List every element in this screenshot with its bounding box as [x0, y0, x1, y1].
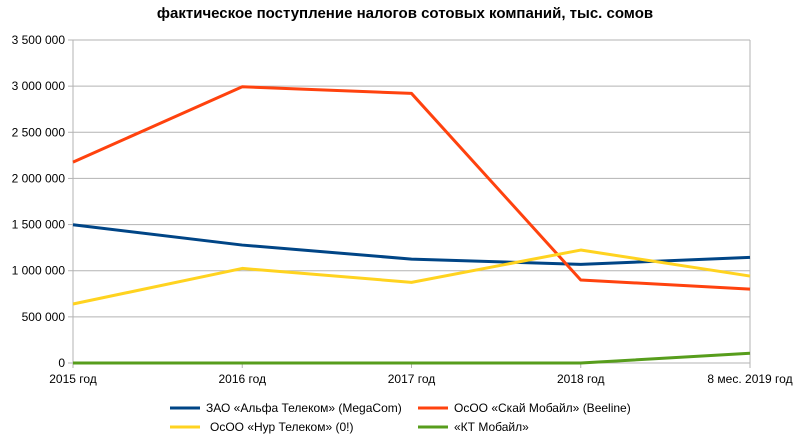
y-tick-label: 0	[58, 356, 65, 370]
x-tick-label: 2018 год	[557, 372, 605, 386]
chart-title: фактическое поступление налогов сотовых …	[157, 5, 653, 22]
x-tick-label: 2017 год	[388, 372, 436, 386]
legend-label: ЗАО «Альфа Телеком» (MegaCom)	[206, 401, 402, 415]
series-line	[73, 351, 751, 365]
legend-label: ОсОО «Скай Мобайл» (Beeline)	[454, 401, 631, 415]
y-tick-label: 500 000	[22, 310, 66, 324]
y-tick-label: 2 500 000	[12, 125, 66, 139]
y-tick-label: 3 000 000	[12, 79, 66, 93]
series-line	[72, 248, 751, 306]
x-tick-label: 8 мес. 2019 год	[707, 372, 792, 386]
legend-label: ОсОО «Нур Телеком» (0!)	[210, 420, 353, 434]
y-tick-label: 2 000 000	[12, 171, 66, 185]
legend-label: «КТ Мобайл»	[454, 420, 529, 434]
y-tick-label: 1 000 000	[12, 264, 66, 278]
x-tick-label: 2015 год	[49, 372, 97, 386]
series-line	[72, 223, 751, 266]
y-tick-label: 1 500 000	[12, 218, 66, 232]
x-tick-label: 2016 год	[218, 372, 266, 386]
y-tick-label: 3 500 000	[12, 33, 66, 47]
series-line	[72, 85, 751, 291]
